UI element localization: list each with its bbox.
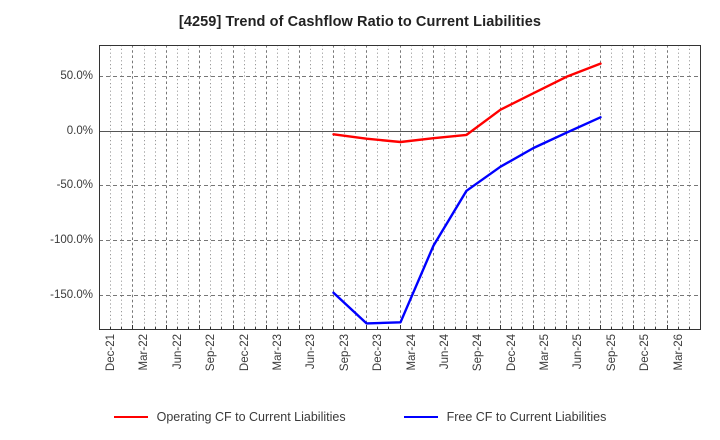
series-lines	[332, 62, 602, 325]
x-tick-label: Mar-26	[672, 334, 685, 371]
legend-item[interactable]: Operating CF to Current Liabilities	[113, 410, 346, 424]
chart-legend: Operating CF to Current Liabilities Free …	[0, 405, 720, 429]
vertical-major-gridlines	[132, 45, 668, 330]
x-tick-label: Dec-22	[238, 334, 251, 372]
chart-title: [4259] Trend of Cashflow Ratio to Curren…	[178, 14, 542, 30]
x-tick-label: Jun-24	[438, 334, 451, 370]
y-tick-label: -150.0%	[50, 288, 93, 301]
x-tick-label: Jun-22	[171, 334, 184, 370]
x-tick-label: Sep-23	[338, 334, 351, 372]
series-line-1	[332, 116, 602, 325]
series-line-0	[332, 62, 602, 144]
x-tick-label: Sep-25	[605, 334, 618, 372]
x-tick-label: Mar-25	[538, 334, 551, 371]
plot-area	[99, 45, 701, 330]
x-tick-label: Jun-25	[571, 334, 584, 370]
plot-border	[99, 45, 701, 330]
legend-item[interactable]: Free CF to Current Liabilities	[403, 410, 607, 424]
x-tick-label: Mar-22	[137, 334, 150, 371]
x-tick-label: Sep-24	[471, 334, 484, 372]
horizontal-gridlines	[99, 76, 701, 296]
y-axis-tick-labels: 50.0% 0.0% -50.0% -100.0% -150.0%	[0, 45, 93, 330]
x-tick-label: Jun-23	[304, 334, 317, 370]
x-tick-label: Dec-24	[505, 334, 518, 372]
y-tick-label: 50.0%	[60, 69, 93, 82]
y-tick-label: -100.0%	[50, 234, 93, 247]
x-tick-label: Dec-25	[638, 334, 651, 372]
x-tick-label: Mar-24	[405, 334, 418, 371]
y-tick-label: -50.0%	[56, 179, 93, 192]
x-tick-label: Dec-23	[371, 334, 384, 372]
x-axis-tick-labels: Dec-21 Mar-22 Jun-22 Sep-22 Dec-22 Mar-23 Jun-…	[99, 334, 701, 404]
x-tick-label: Mar-23	[271, 334, 284, 371]
legend-label: Operating CF to Current Liabilities	[156, 410, 346, 424]
plot-svg	[99, 45, 701, 330]
legend-line-swatch	[113, 416, 148, 418]
x-tick-label: Dec-21	[104, 334, 117, 372]
legend-label: Free CF to Current Liabilities	[446, 410, 607, 424]
y-tick-label: 0.0%	[66, 124, 93, 137]
legend-line-swatch	[403, 416, 438, 418]
x-tick-label: Sep-22	[204, 334, 217, 372]
